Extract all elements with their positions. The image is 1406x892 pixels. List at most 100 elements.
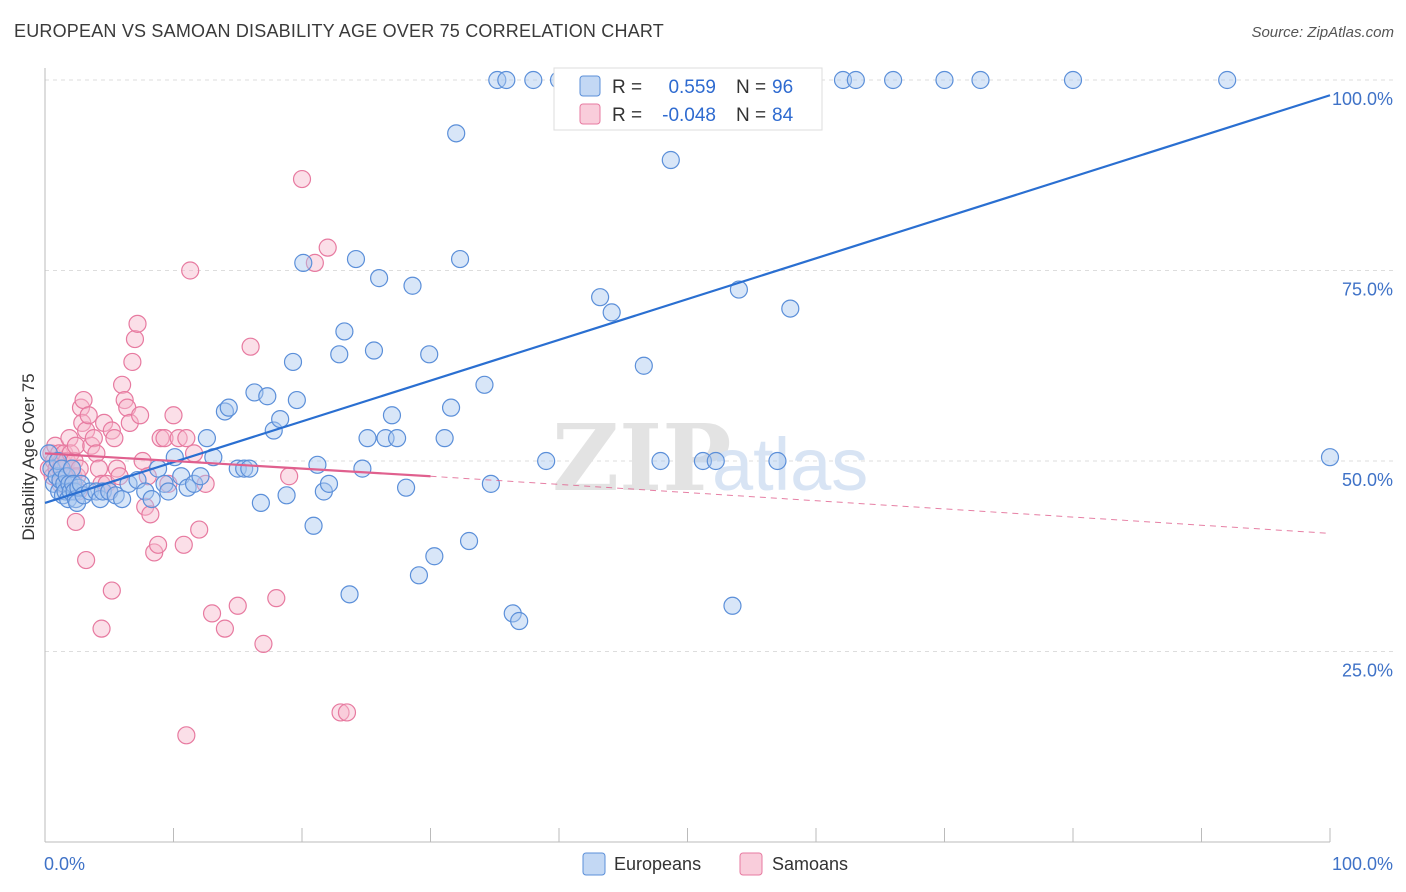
european-point <box>277 486 296 505</box>
samoan-point <box>141 505 160 524</box>
samoan-point <box>84 429 103 448</box>
european-point <box>409 566 429 585</box>
source-credit: Source: ZipAtlas.com <box>1251 24 1394 41</box>
samoan-point <box>87 444 106 463</box>
samoan-point <box>241 337 260 356</box>
european-point <box>353 459 372 478</box>
samoan-point <box>267 589 286 608</box>
grid <box>45 79 1395 652</box>
legend-n-value-1: 96 <box>772 77 793 98</box>
european-point <box>706 451 725 471</box>
samoan-point <box>105 429 124 448</box>
samoan-point <box>77 550 96 570</box>
european-point <box>294 253 313 272</box>
european-point <box>159 482 178 501</box>
european-point <box>459 531 479 551</box>
european-point <box>382 406 402 425</box>
legend-n-value-2: 84 <box>772 105 794 126</box>
samoan-point <box>79 406 98 425</box>
european-point <box>364 341 384 360</box>
european-point <box>219 398 238 417</box>
samoan-point <box>169 429 188 448</box>
samoan-point <box>112 375 132 394</box>
european-point <box>330 345 349 364</box>
samoan-point <box>215 619 234 638</box>
samoan-point <box>148 535 168 554</box>
european-point <box>335 322 354 341</box>
samoan-point <box>331 703 350 722</box>
legend-r-label-2: R = <box>612 105 642 126</box>
legend-swatch-samoan <box>579 103 601 125</box>
bottom-legend-samoan: Samoans <box>772 854 848 874</box>
european-trend-line <box>44 94 1331 504</box>
watermark-atlas: atlas <box>712 423 868 506</box>
european-point <box>370 269 389 288</box>
european-point <box>142 490 161 509</box>
european-point <box>346 249 366 269</box>
samoan-point <box>177 429 196 448</box>
european-point <box>396 478 416 497</box>
samoan-point <box>177 726 196 745</box>
european-point <box>833 70 853 90</box>
european-point <box>62 459 82 478</box>
samoan-point <box>254 634 273 653</box>
samoan-point <box>174 535 193 554</box>
european-point <box>510 611 529 631</box>
samoan-point <box>155 429 174 448</box>
x-tick-label: 100.0% <box>1332 854 1393 874</box>
european-point <box>387 429 407 448</box>
european-point <box>651 451 670 471</box>
european-point <box>971 70 990 90</box>
european-point <box>661 150 680 170</box>
european-point <box>358 429 377 448</box>
bottom-legend-swatch-european <box>582 852 606 876</box>
watermark: ZIP atlas <box>552 404 868 512</box>
european-point <box>1218 70 1237 90</box>
european-point <box>693 451 713 471</box>
european-point <box>271 409 290 429</box>
y-tick-label: 100.0% <box>1332 89 1393 109</box>
european-point <box>340 585 359 604</box>
legend-swatch-european <box>579 75 601 97</box>
legend-r-value-1: 0.559 <box>668 77 716 98</box>
european-point <box>450 249 470 269</box>
samoan-point <box>89 459 109 478</box>
trend-lines <box>44 94 1331 534</box>
european-point <box>447 124 466 143</box>
european-point <box>251 493 270 513</box>
y-axis-label: Disability Age Over 75 <box>19 373 38 540</box>
european-point <box>420 345 439 364</box>
european-point <box>191 467 210 486</box>
samoan-point <box>181 261 200 280</box>
samoan-point <box>66 436 85 455</box>
european-point <box>524 70 543 90</box>
samoan-point <box>151 429 170 448</box>
european-point <box>634 356 653 375</box>
european-point <box>287 390 306 410</box>
european-point <box>1320 448 1340 467</box>
samoan-point <box>74 390 93 410</box>
european-point <box>283 352 303 372</box>
samoan-point <box>92 619 111 638</box>
european-point <box>729 280 749 299</box>
y-tick-label: 25.0% <box>1342 661 1393 681</box>
european-point <box>425 547 444 566</box>
chart-title: EUROPEAN VS SAMOAN DISABILITY AGE OVER 7… <box>14 21 664 41</box>
european-point <box>136 482 155 501</box>
european-point <box>503 604 522 623</box>
samoan-point <box>123 352 142 372</box>
samoan-points <box>39 169 357 745</box>
samoan-point <box>128 314 147 333</box>
bottom-legend: Europeans Samoans <box>582 852 848 876</box>
european-point <box>883 70 903 90</box>
european-point <box>1063 70 1083 90</box>
european-point <box>112 490 132 509</box>
european-point <box>197 429 217 448</box>
european-point <box>591 288 610 307</box>
axes <box>44 68 1331 843</box>
legend-r-value-2: -0.048 <box>662 105 716 126</box>
european-point <box>403 276 422 295</box>
samoan-point <box>133 451 152 471</box>
samoan-point <box>292 169 312 189</box>
